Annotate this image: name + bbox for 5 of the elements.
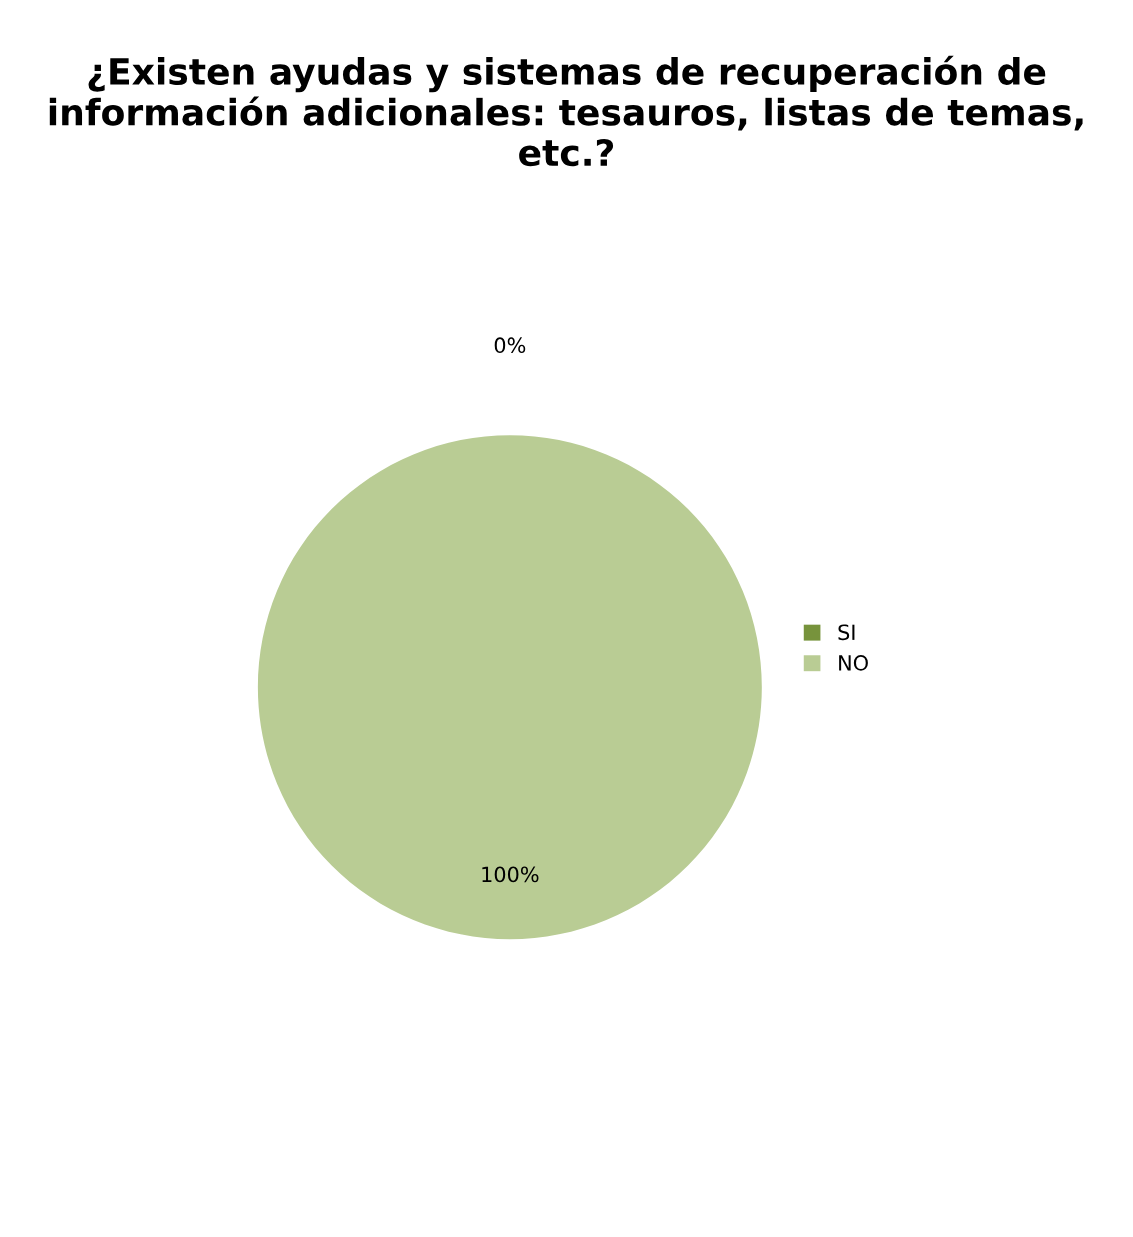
legend-label: SI [838, 624, 855, 641]
legend-label: NO [839, 655, 868, 671]
text: 0% [494, 337, 526, 354]
data-label: 100% [482, 866, 539, 883]
chart-title: ¿Existen ayudas y sistemas de recuperación de información adicionales: tesauros, listas de temas, etc.? [49, 55, 1083, 167]
